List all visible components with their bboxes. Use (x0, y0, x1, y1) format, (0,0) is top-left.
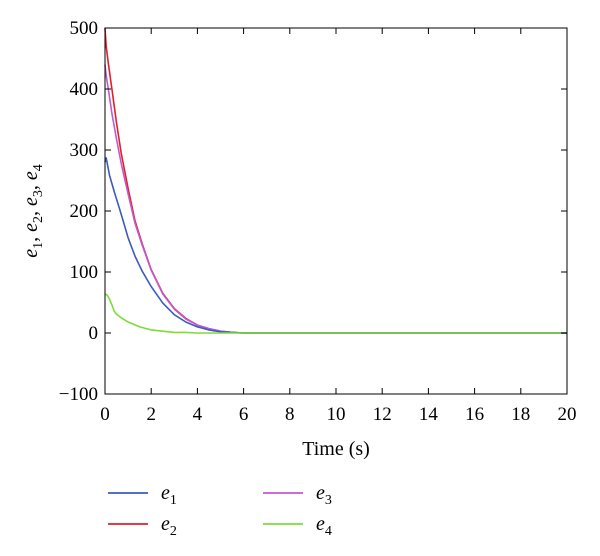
x-tick-label: 10 (327, 404, 346, 425)
series-layer (104, 27, 567, 334)
legend-label: e1 (161, 482, 177, 508)
legend-item-e2: e2 (108, 513, 177, 539)
y-tick-label: 100 (70, 262, 99, 283)
series-line-e4 (104, 293, 567, 334)
y-tick-label: 300 (70, 140, 99, 161)
x-tick-label: 0 (100, 404, 110, 425)
y-tick-label: −100 (59, 384, 98, 405)
x-tick-label: 18 (511, 404, 530, 425)
series-line-e3 (104, 64, 567, 334)
x-tick-label: 12 (373, 404, 392, 425)
y-tick-label: 500 (70, 18, 99, 39)
legend-label: e3 (316, 482, 332, 508)
y-tick-label: 0 (89, 323, 99, 344)
legend: e1 e2 e3 e4 (108, 482, 332, 539)
plot-frame (104, 27, 568, 395)
x-tick-label: 2 (146, 404, 156, 425)
legend-item-e3: e3 (263, 482, 332, 508)
legend-label: e2 (161, 513, 177, 539)
legend-label: e4 (316, 513, 332, 539)
series-line-e2 (104, 27, 567, 334)
y-tick-label: 400 (70, 79, 99, 100)
x-tick-label: 14 (419, 404, 439, 425)
x-tick-label: 4 (193, 404, 203, 425)
x-tick-label: 8 (285, 404, 295, 425)
series-line-e1 (104, 157, 567, 334)
y-axis-title: e1, e2, e3, e4 (20, 164, 46, 258)
legend-item-e4: e4 (263, 513, 332, 539)
x-axis-title: Time (s) (302, 438, 370, 460)
x-tick-label: 20 (558, 404, 577, 425)
y-tick-label: 200 (70, 201, 99, 222)
y-axis-title-text: e1, e2, e3, e4 (20, 164, 46, 258)
x-tick-label: 6 (239, 404, 249, 425)
legend-item-e1: e1 (108, 482, 177, 508)
x-tick-label: 16 (465, 404, 484, 425)
